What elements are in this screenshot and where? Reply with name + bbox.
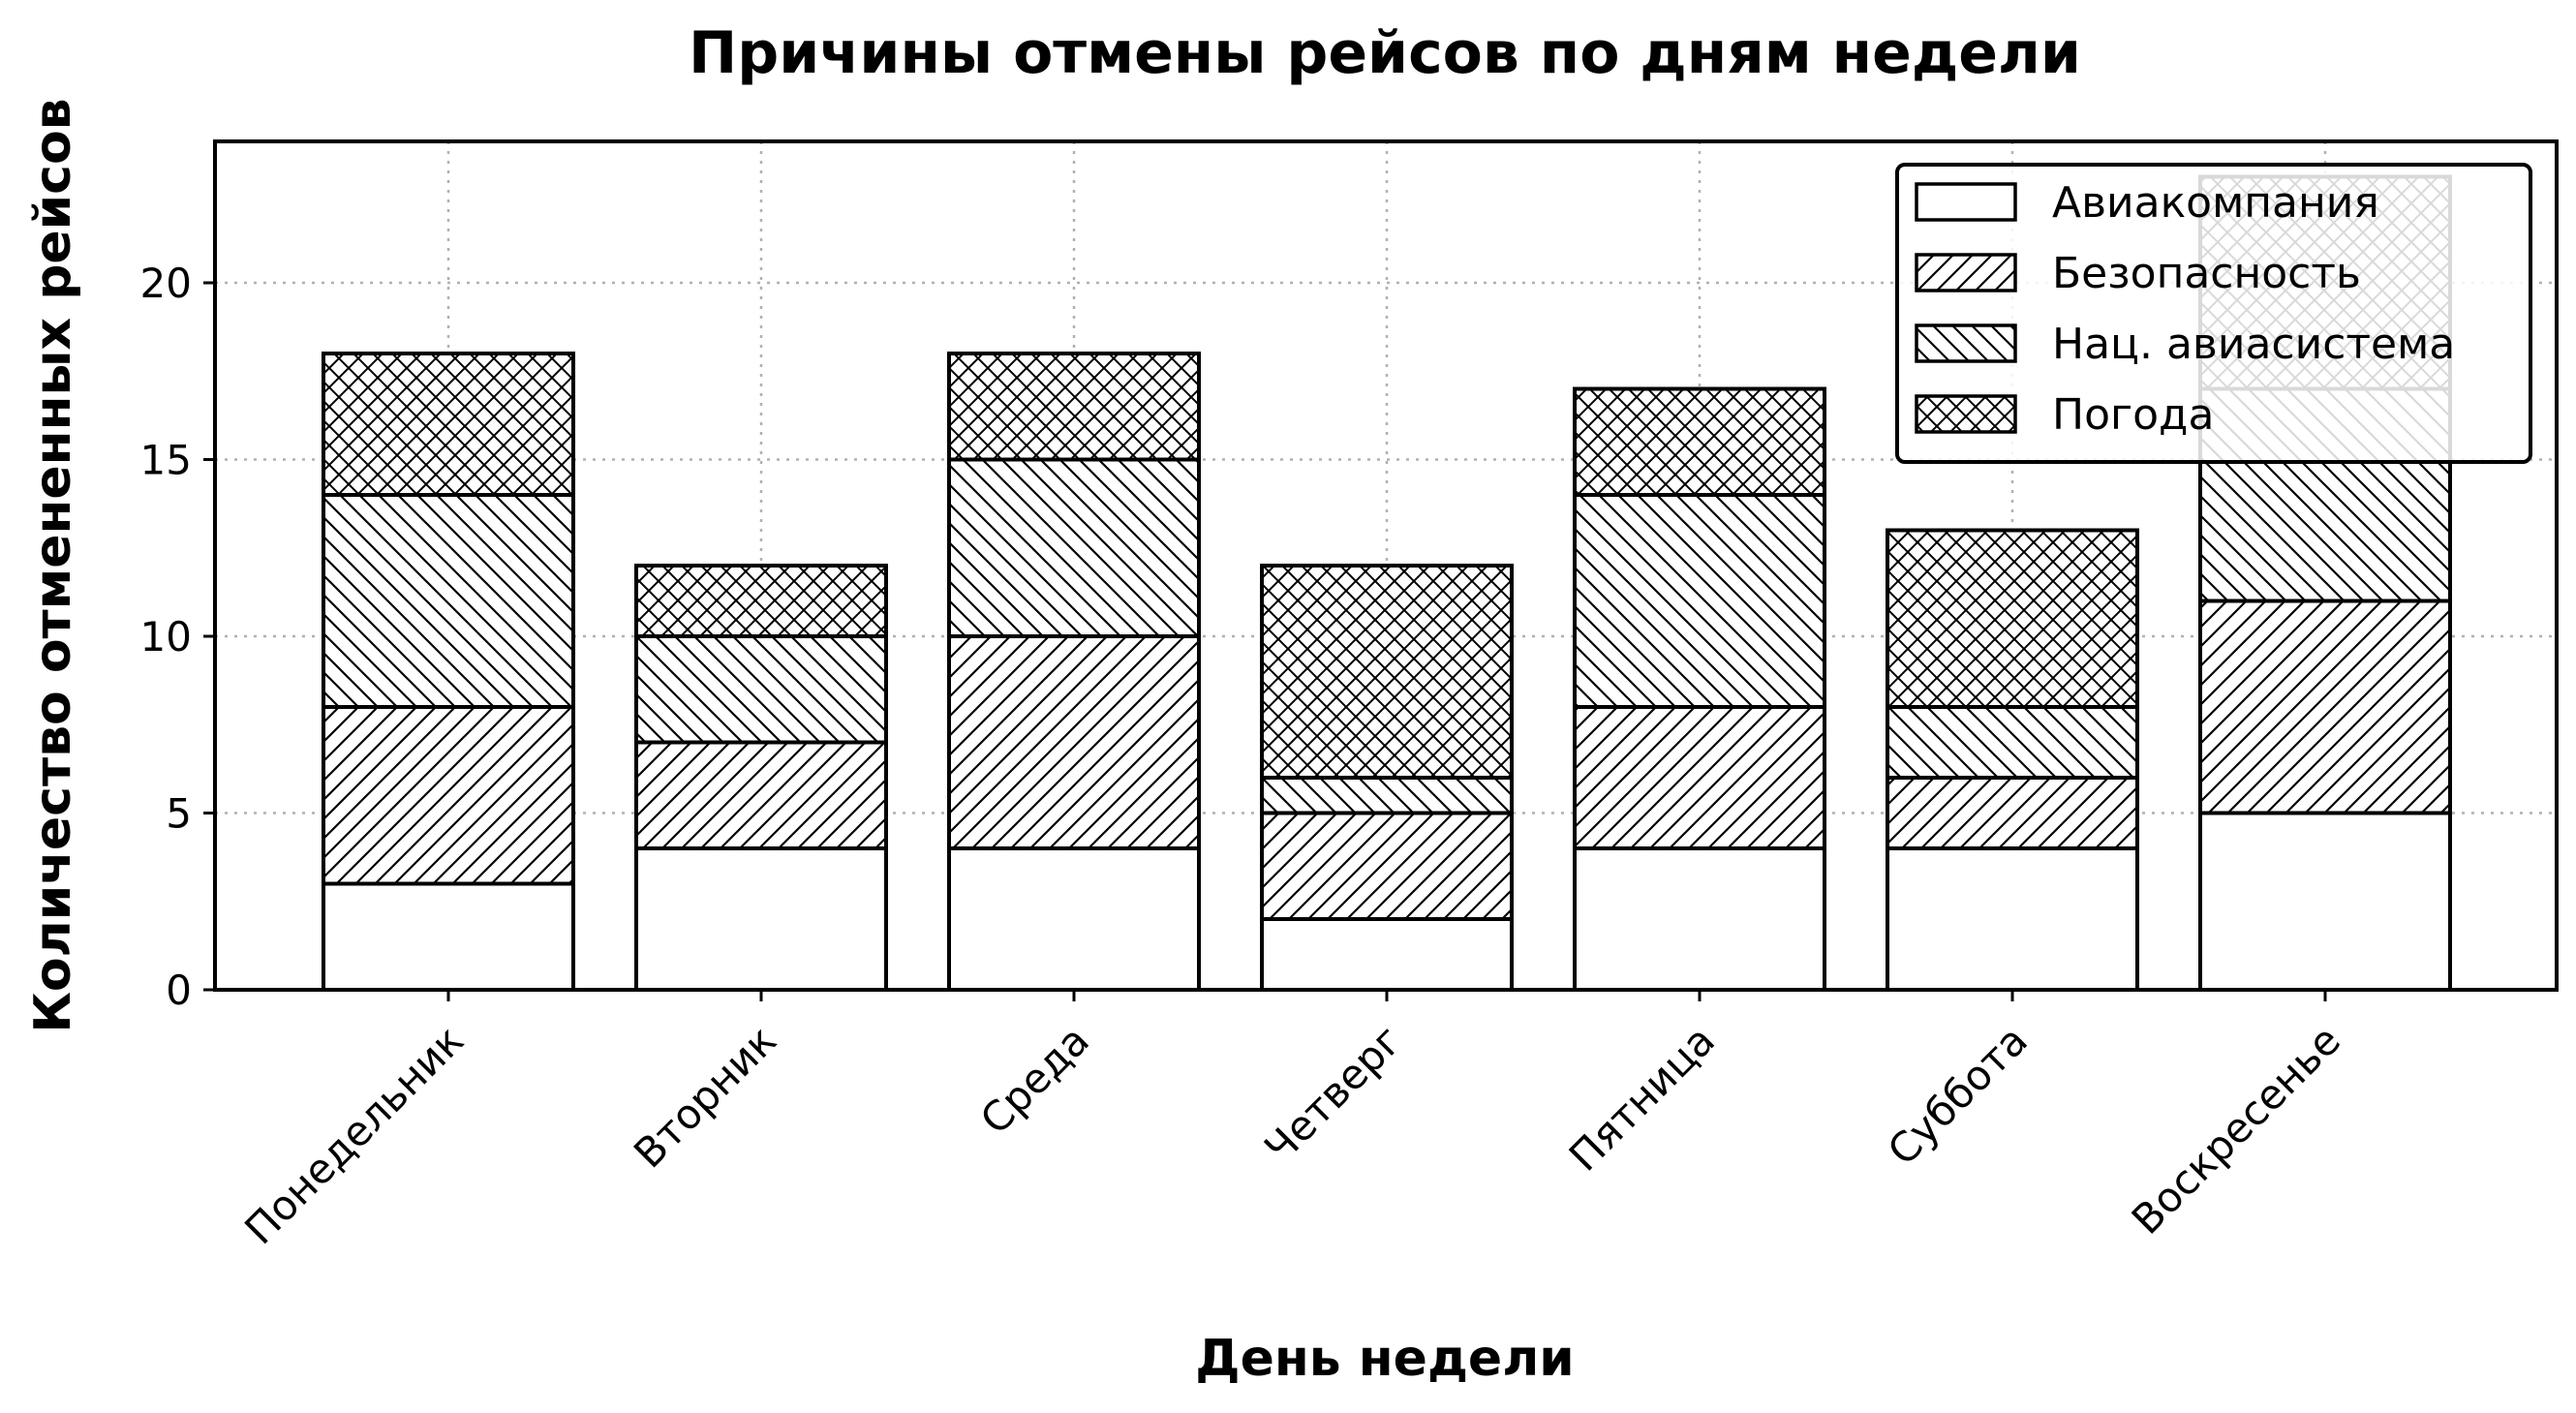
x-tick-label: Воскресенье	[2123, 1016, 2349, 1243]
y-tick-label: 5	[166, 790, 192, 838]
bar-segment-3-6	[1886, 705, 2139, 780]
legend-swatch-4	[1915, 394, 2017, 434]
bar-segment-2-5	[1573, 705, 1826, 850]
x-axis-label: День недели	[1195, 1330, 1574, 1388]
bar-segment-2-1	[322, 705, 575, 886]
bar-segment-4-3	[947, 352, 1201, 462]
y-axis-label: Количество отмененных рейсов	[24, 98, 82, 1032]
x-tick-label: Вторник	[625, 1016, 785, 1177]
legend-label-2: Безопасность	[2052, 249, 2361, 298]
y-tick-label: 0	[166, 967, 192, 1014]
x-tick-label: Среда	[971, 1016, 1098, 1143]
bar-segment-4-6	[1886, 528, 2139, 709]
y-tick-label: 10	[140, 613, 192, 660]
bar-segment-2-6	[1886, 776, 2139, 850]
bar-segment-2-3	[947, 634, 1201, 850]
legend-label-1: Авиакомпания	[2052, 178, 2379, 228]
legend-swatch-2	[1915, 253, 2017, 292]
bar-segment-3-1	[322, 493, 575, 709]
bar-segment-1-7	[2198, 811, 2452, 992]
x-tick-label: Понедельник	[235, 1016, 473, 1253]
bar-segment-4-2	[634, 564, 888, 638]
legend-label-3: Нац. авиасистема	[2052, 320, 2455, 369]
bar-segment-1-2	[634, 846, 888, 992]
bars	[322, 174, 2452, 992]
bar-segment-3-5	[1573, 493, 1826, 709]
bar-segment-3-4	[1260, 776, 1514, 815]
bar-segment-1-4	[1260, 917, 1514, 992]
x-tick-label: Пятница	[1560, 1016, 1724, 1180]
legend: Авиакомпания Безопасность Нац. авиасистема…	[1895, 163, 2532, 464]
legend-swatch-1	[1915, 182, 2017, 222]
bar-segment-3-3	[947, 457, 1201, 638]
bar-segment-3-2	[634, 634, 888, 745]
y-tick-label: 15	[140, 437, 192, 484]
bar-segment-4-1	[322, 352, 575, 497]
x-tick-label: Четверг	[1255, 1016, 1411, 1172]
y-axis-ticks: 0 5 10 15 20	[140, 260, 215, 1014]
x-axis-ticks: Понедельник Вторник Среда Четверг Пятница Суб…	[235, 990, 2349, 1253]
bar-segment-1-1	[322, 881, 575, 992]
bar-segment-4-4	[1260, 564, 1514, 780]
bar-segment-1-5	[1573, 846, 1826, 992]
legend-box	[1895, 163, 2532, 464]
legend-label-4: Погода	[2052, 390, 2214, 440]
bar-segment-2-7	[2198, 599, 2452, 815]
bar-segment-4-5	[1573, 386, 1826, 497]
bar-segment-1-3	[947, 846, 1201, 992]
bar-segment-2-4	[1260, 811, 1514, 921]
x-tick-label: Суббота	[1879, 1016, 2037, 1174]
bar-segment-2-2	[634, 740, 888, 850]
legend-swatch-3	[1915, 323, 2017, 363]
y-tick-label: 20	[140, 260, 192, 307]
bar-segment-1-6	[1886, 846, 2139, 992]
chart-title: Причины отмены рейсов по дням недели	[689, 19, 2081, 87]
